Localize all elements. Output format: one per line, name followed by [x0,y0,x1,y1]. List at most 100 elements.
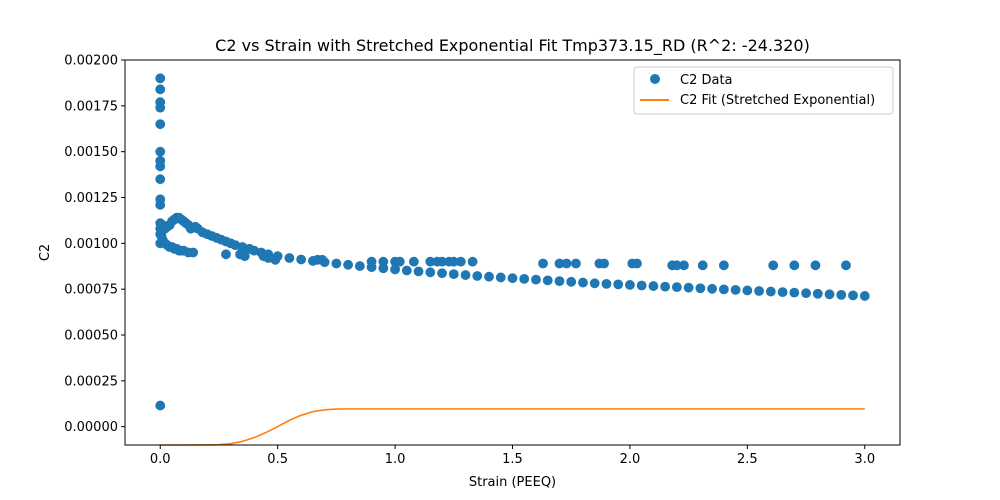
data-point [437,268,447,279]
data-point [859,291,870,301]
data-point [284,253,295,263]
y-tick-label: 0.00150 [64,145,118,160]
data-point [566,276,577,287]
data-point [394,256,405,267]
x-tick-label: 2.0 [620,452,641,467]
data-point [613,279,624,290]
x-tick-label: 0.0 [150,452,171,467]
data-point [378,256,389,267]
data-point [601,278,612,289]
data-point [155,102,166,113]
data-point [448,269,459,280]
y-tick-label: 0.00200 [64,54,118,69]
data-point [812,288,823,299]
y-tick-label: 0.00100 [64,237,118,252]
data-point [425,256,436,267]
data-point [683,282,694,293]
y-axis: 0.00000 0.00025 0.00050 0.00075 0.00100 0.001… [64,54,125,435]
data-point [718,260,729,271]
data-point [824,289,835,300]
data-point [671,260,682,271]
data-point [401,265,412,276]
data-point [390,264,400,275]
data-point [679,260,689,271]
data-point [155,119,166,130]
data-point [801,288,811,299]
data-point [425,267,436,278]
data-point [270,254,281,265]
data-point [455,256,466,267]
data-point [437,256,447,267]
data-point [467,256,478,267]
y-tick-label: 0.00125 [64,191,118,206]
y-tick-label: 0.00000 [64,420,118,435]
data-point [366,256,377,267]
data-point [519,274,530,284]
data-point [188,247,199,258]
data-point [742,285,753,296]
data-point [730,285,741,295]
data-point [155,161,166,172]
data-point [789,260,800,271]
data-point [625,280,635,290]
data-point [695,283,706,294]
data-point [155,84,166,95]
data-point [484,271,494,282]
legend-box [633,66,894,115]
data-point [841,260,851,271]
data-point [765,286,776,297]
series-line-c2-fit [160,408,865,446]
chart-title: C2 vs Strain with Stretched Exponential … [215,36,810,56]
data-point [561,258,572,269]
data-point [671,282,682,293]
y-tick-label: 0.00050 [64,329,118,344]
data-point [507,273,518,284]
data-point [660,281,671,292]
data-point [331,258,342,269]
y-axis-label: C2 [38,244,53,261]
data-point [707,283,718,294]
legend-label-c2-data: C2 Data [680,73,733,88]
data-point [810,260,821,271]
series-points-c2-data [155,73,870,411]
data-point [495,272,506,283]
data-point [542,275,553,286]
x-tick-label: 2.5 [737,452,758,467]
y-tick-label: 0.00025 [64,374,118,389]
data-point [648,281,659,291]
data-point [589,278,600,289]
data-point [632,258,642,269]
data-point [718,284,729,295]
data-point [408,256,419,267]
data-point [578,277,588,288]
x-axis: 0.0 0.5 1.0 1.5 2.0 2.5 3.0 [150,445,875,467]
x-tick-label: 0.5 [267,452,288,467]
data-point [155,174,166,185]
data-point [554,276,565,286]
data-point [155,199,166,210]
legend-marker-c2-data [650,74,660,84]
legend-label-c2-fit: C2 Fit (Stretched Exponential) [680,93,875,108]
x-tick-label: 1.0 [385,452,406,467]
data-point [221,249,231,260]
data-point [789,287,800,298]
x-tick-label: 1.5 [502,452,523,467]
data-point [317,254,328,265]
data-point [460,270,471,280]
data-point [354,261,365,271]
data-point [754,286,764,296]
data-point [155,146,166,157]
data-point [777,287,788,297]
data-point [599,258,609,269]
data-point [848,290,858,301]
data-point [296,254,307,265]
data-point [413,266,424,277]
data-point [531,274,541,285]
data-point [697,260,708,271]
data-point [155,400,166,411]
data-point [554,258,565,269]
data-point [155,73,166,84]
y-tick-label: 0.00175 [64,99,118,114]
data-point [538,258,548,269]
